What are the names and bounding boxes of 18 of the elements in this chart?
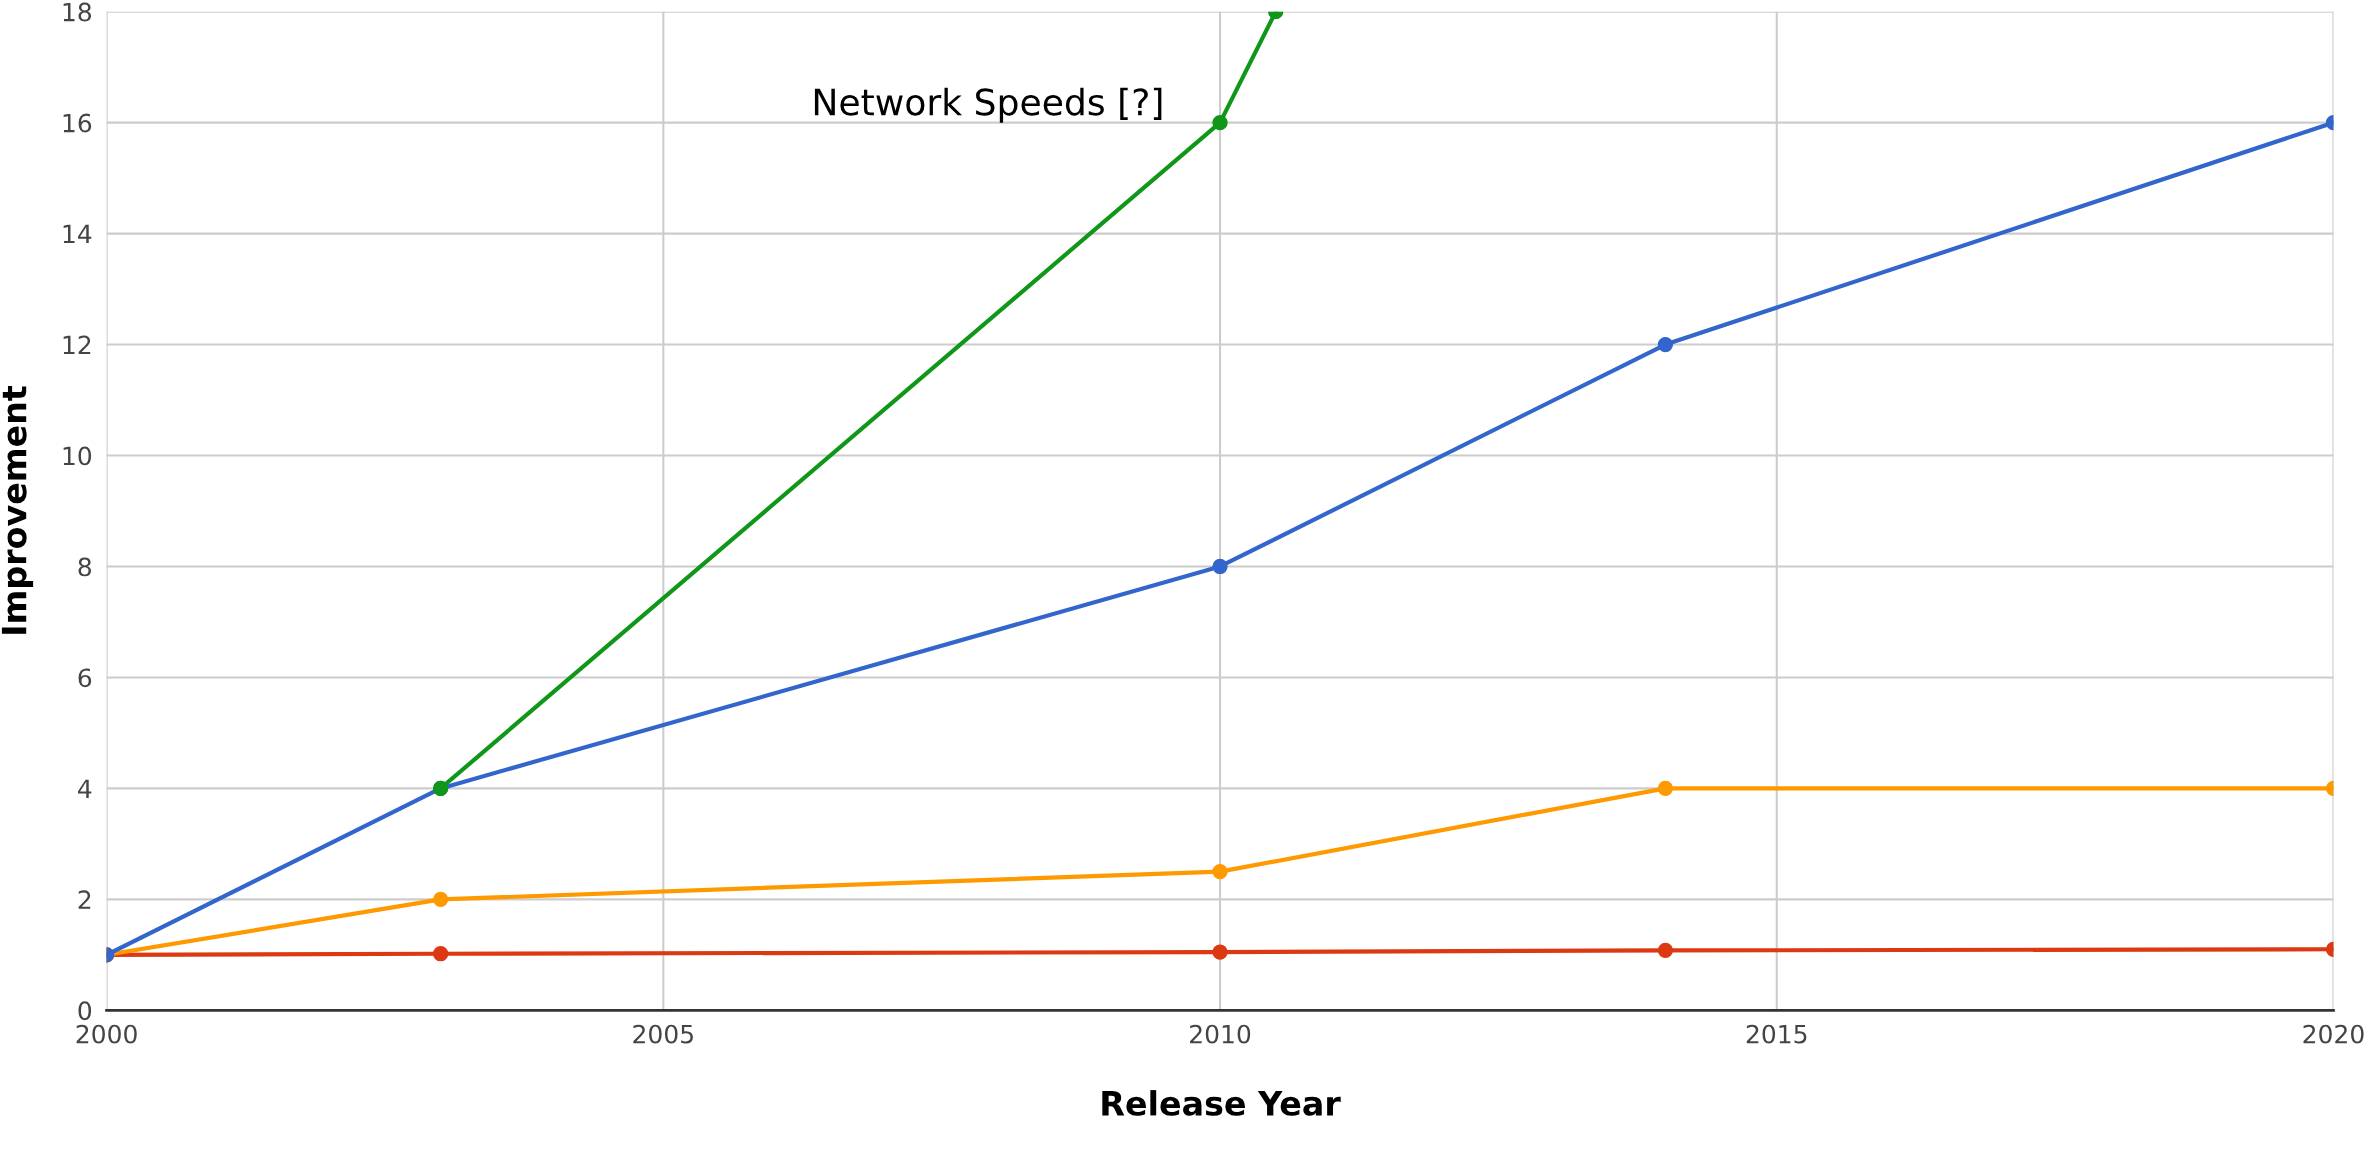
y-tick-label: 16 [63, 113, 92, 133]
y-axis-title: Improvement [1, 385, 34, 634]
y-tick-label: 18 [63, 2, 91, 22]
x-tick-label: 2020 [2303, 1024, 2364, 1044]
x-tick-label: 2015 [1746, 1024, 1807, 1044]
y-tick-label: 6 [78, 668, 92, 688]
x-axis-title: Release Year [1102, 1090, 1341, 1116]
y-tick-label: 14 [63, 224, 92, 244]
annotation: Network Speeds [?] [814, 87, 1162, 123]
x-tick-label: 2010 [1190, 1024, 1251, 1044]
y-tick-label: 4 [78, 779, 92, 798]
y-tick-label: 0 [78, 1001, 92, 1021]
y-tick-label: 8 [78, 557, 92, 577]
y-tick-label: 12 [63, 335, 91, 355]
x-tick-label: 2000 [76, 1024, 137, 1044]
x-tick-label: 2005 [633, 1024, 693, 1044]
y-tick-label: 10 [63, 446, 92, 466]
y-tick-label: 2 [78, 890, 91, 909]
